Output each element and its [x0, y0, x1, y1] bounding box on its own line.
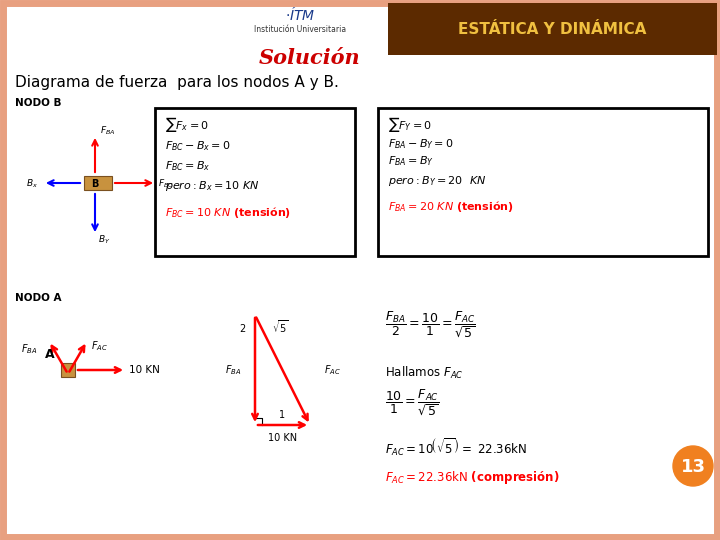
Text: Hallamos $F_{AC}$: Hallamos $F_{AC}$: [385, 365, 464, 381]
Text: 1: 1: [279, 410, 286, 420]
Text: $\sum F_x = 0$: $\sum F_x = 0$: [165, 114, 209, 133]
Text: $B_Y$: $B_Y$: [98, 234, 110, 246]
Text: $F_{AC}=10\!\left(\sqrt{5}\right)=$ 22.36kN: $F_{AC}=10\!\left(\sqrt{5}\right)=$ 22.3…: [385, 436, 527, 457]
Bar: [155, 108, 355, 256]
Text: $\sum F_Y = 0$: $\sum F_Y = 0$: [388, 114, 432, 133]
Text: $\dfrac{F_{BA}}{2}=\dfrac{10}{1}=\dfrac{F_{AC}}{\sqrt{5}}$: $\dfrac{F_{BA}}{2}=\dfrac{10}{1}=\dfrac{…: [385, 310, 476, 340]
Bar: [61, 363, 75, 377]
Text: $B_x$: $B_x$: [26, 178, 38, 190]
Text: $F_{BC} = B_x$: $F_{BC} = B_x$: [165, 159, 210, 173]
Text: ESTÁTICA Y DINÁMICA: ESTÁTICA Y DINÁMICA: [458, 23, 646, 37]
Text: $F_{AC}$: $F_{AC}$: [91, 339, 107, 353]
Text: $F_{BA} = 20\ KN\ \mathbf{(tensión)}$: $F_{BA} = 20\ KN\ \mathbf{(tensión)}$: [388, 199, 514, 213]
Text: Solución: Solución: [259, 48, 361, 68]
Bar: [378, 108, 708, 256]
Text: $F_{BC}$: $F_{BC}$: [158, 178, 174, 190]
Text: $pero: B_x = 10\ KN$: $pero: B_x = 10\ KN$: [165, 179, 260, 193]
Text: A: A: [45, 348, 55, 361]
Text: NODO B: NODO B: [15, 98, 61, 108]
Text: $F_{AC}=22.36\mathrm{kN}\ \mathbf{(compresión)}$: $F_{AC}=22.36\mathrm{kN}\ \mathbf{(compr…: [385, 469, 559, 485]
Text: $F_{BA} - B_Y = 0$: $F_{BA} - B_Y = 0$: [388, 137, 454, 151]
Text: $F_{AC}$: $F_{AC}$: [323, 363, 341, 377]
Text: 10 KN: 10 KN: [129, 365, 160, 375]
Text: 10 KN: 10 KN: [268, 433, 297, 443]
Text: $F_{BC} - B_x = 0$: $F_{BC} - B_x = 0$: [165, 139, 230, 153]
Bar: [84, 176, 112, 190]
Text: $\dfrac{10}{1}=\dfrac{F_{AC}}{\sqrt{5}}$: $\dfrac{10}{1}=\dfrac{F_{AC}}{\sqrt{5}}$: [385, 388, 439, 418]
Text: $F_{BA} = B_Y$: $F_{BA} = B_Y$: [388, 154, 434, 168]
Text: $\sqrt{5}$: $\sqrt{5}$: [271, 319, 288, 335]
Text: Diagrama de fuerza  para los nodos A y B.: Diagrama de fuerza para los nodos A y B.: [15, 75, 339, 90]
Text: $F_{BA}$: $F_{BA}$: [100, 125, 115, 137]
Text: NODO A: NODO A: [15, 293, 61, 303]
Bar: [388, 3, 717, 55]
Circle shape: [673, 446, 713, 486]
Text: $\cdot\mathit{ÍTM}$: $\cdot\mathit{ÍTM}$: [284, 6, 315, 24]
Text: $F_{BC} = 10\ KN\ \mathbf{(tensión)}$: $F_{BC} = 10\ KN\ \mathbf{(tensión)}$: [165, 205, 291, 219]
Text: 2: 2: [239, 324, 245, 334]
Text: B: B: [91, 179, 99, 189]
Text: Institución Universitaria: Institución Universitaria: [254, 25, 346, 35]
Text: $pero: B_Y = 20\ \ KN$: $pero: B_Y = 20\ \ KN$: [388, 174, 487, 188]
Text: $F_{BA}$: $F_{BA}$: [225, 363, 241, 377]
Text: $F_{BA}$: $F_{BA}$: [21, 342, 37, 356]
Text: 13: 13: [680, 458, 706, 476]
